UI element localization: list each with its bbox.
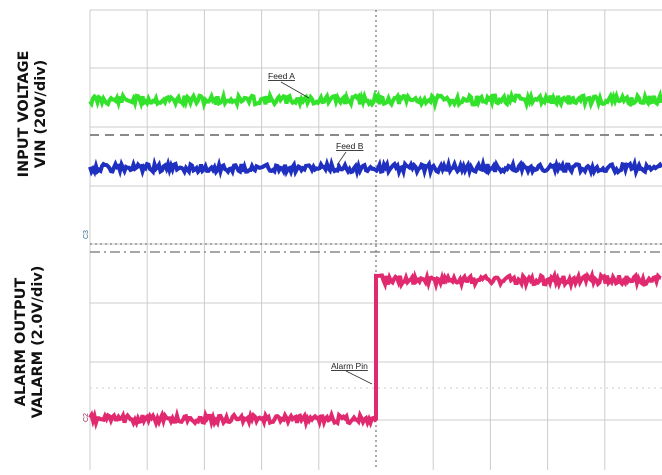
annotation-feed-a-leader (280, 81, 310, 99)
annotation-feed-a: Feed A (268, 71, 295, 81)
annotations: Feed A Feed B Alarm Pin C3 C2 (83, 71, 373, 422)
channel-marker: C2 (83, 413, 90, 422)
series-feed-b-line (88, 156, 662, 180)
series-feed-a-line (88, 88, 662, 113)
channel-marker: C3 (83, 230, 90, 239)
annotation-alarm-pin: Alarm Pin (331, 361, 368, 371)
annotation-feed-b-leader (336, 151, 347, 166)
series-alarm-pin-line (88, 268, 662, 431)
annotation-feed-b: Feed B (336, 141, 364, 151)
traces (88, 88, 662, 431)
annotation-alarm-pin-leader (345, 370, 373, 385)
